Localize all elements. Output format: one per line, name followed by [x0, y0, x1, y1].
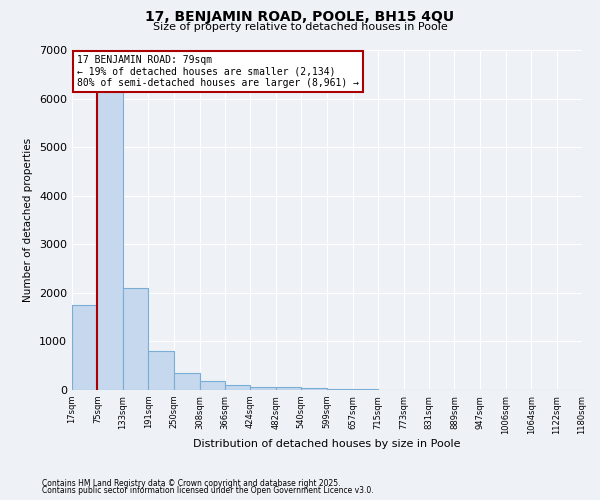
- Text: Size of property relative to detached houses in Poole: Size of property relative to detached ho…: [152, 22, 448, 32]
- X-axis label: Distribution of detached houses by size in Poole: Distribution of detached houses by size …: [193, 440, 461, 450]
- Text: Contains public sector information licensed under the Open Government Licence v3: Contains public sector information licen…: [42, 486, 374, 495]
- Bar: [327, 389, 353, 390]
- Bar: [174, 373, 200, 390]
- Bar: [72, 305, 97, 390]
- Bar: [200, 382, 225, 390]
- Text: 17 BENJAMIN ROAD: 79sqm
← 19% of detached houses are smaller (2,134)
80% of semi: 17 BENJAMIN ROAD: 79sqm ← 19% of detache…: [77, 55, 359, 88]
- Bar: [123, 288, 148, 390]
- Bar: [301, 388, 327, 390]
- Text: Contains HM Land Registry data © Crown copyright and database right 2025.: Contains HM Land Registry data © Crown c…: [42, 478, 341, 488]
- Bar: [97, 84, 123, 390]
- Y-axis label: Number of detached properties: Number of detached properties: [23, 138, 34, 302]
- Bar: [276, 388, 301, 390]
- Bar: [225, 385, 250, 390]
- Bar: [148, 351, 174, 390]
- Bar: [250, 387, 276, 390]
- Text: 17, BENJAMIN ROAD, POOLE, BH15 4QU: 17, BENJAMIN ROAD, POOLE, BH15 4QU: [145, 10, 455, 24]
